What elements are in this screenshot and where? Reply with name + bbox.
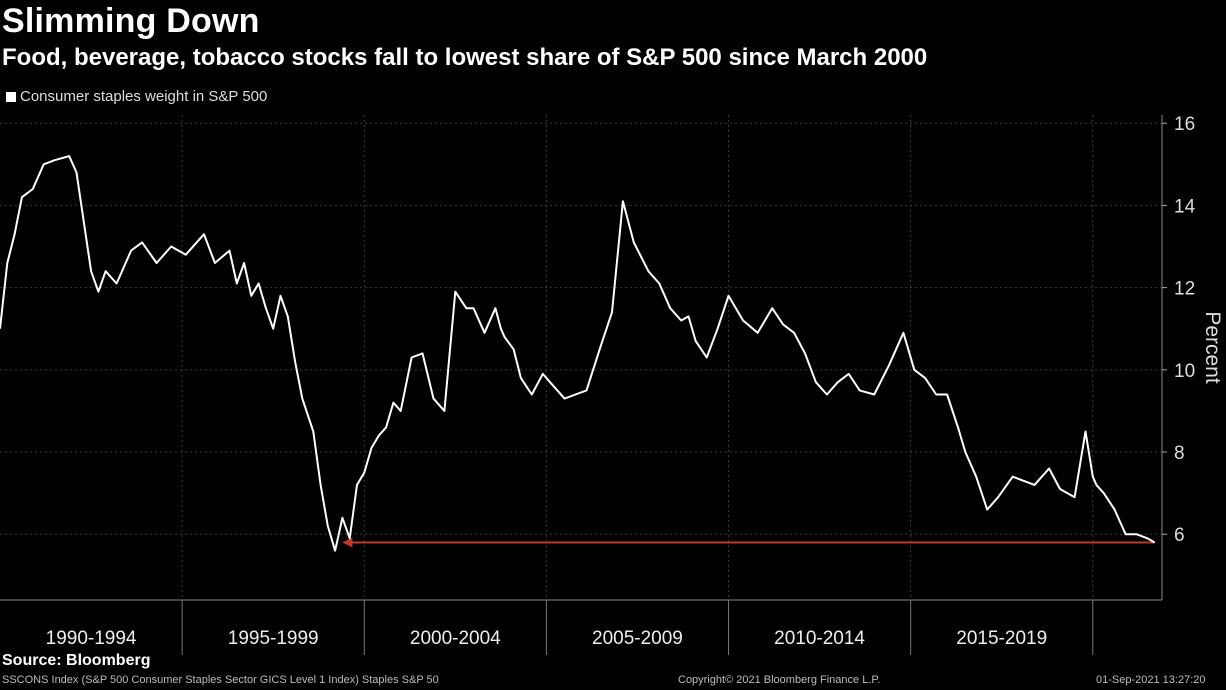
y-tick-label: 16 [1174, 114, 1195, 135]
timestamp: 01-Sep-2021 13:27:20 [1096, 674, 1206, 686]
arrow-head [342, 537, 353, 548]
legend: Consumer staples weight in S&P 500 [6, 88, 267, 105]
y-tick-label: 10 [1174, 361, 1195, 382]
y-tick-label: 6 [1174, 525, 1185, 546]
chart-title: Slimming Down [2, 2, 260, 40]
x-category-label: 1990-1994 [46, 628, 137, 649]
x-category-label: 2010-2014 [774, 628, 865, 649]
x-category-label: 1995-1999 [228, 628, 319, 649]
x-category-label: 2005-2009 [592, 628, 683, 649]
x-category-label: 2015-2019 [956, 628, 1047, 649]
source-note: Source: Bloomberg [2, 652, 151, 669]
copyright-note: Copyright© 2021 Bloomberg Finance L.P. [678, 674, 881, 686]
y-tick-label: 12 [1174, 279, 1195, 300]
legend-label: Consumer staples weight in S&P 500 [20, 88, 268, 105]
y-tick-label: 14 [1174, 196, 1196, 217]
y-axis-label: Percent [1201, 311, 1224, 384]
y-tick-label: 8 [1174, 443, 1185, 464]
chart-subtitle: Food, beverage, tobacco stocks fall to l… [2, 44, 928, 71]
index-note: SSCONS Index (S&P 500 Consumer Staples S… [2, 674, 439, 686]
x-category-label: 2000-2004 [410, 628, 501, 649]
legend-swatch [6, 91, 16, 102]
series-line [0, 155, 1156, 552]
